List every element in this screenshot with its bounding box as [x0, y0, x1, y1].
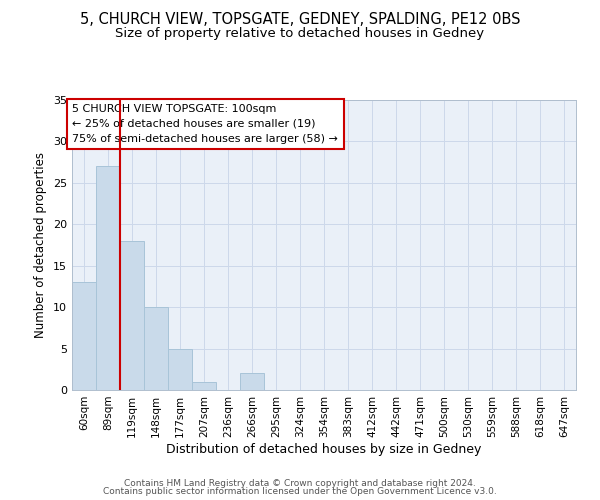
- Text: 5, CHURCH VIEW, TOPSGATE, GEDNEY, SPALDING, PE12 0BS: 5, CHURCH VIEW, TOPSGATE, GEDNEY, SPALDI…: [80, 12, 520, 28]
- Text: Contains public sector information licensed under the Open Government Licence v3: Contains public sector information licen…: [103, 487, 497, 496]
- X-axis label: Distribution of detached houses by size in Gedney: Distribution of detached houses by size …: [166, 442, 482, 456]
- Bar: [72, 282, 96, 390]
- Bar: [240, 374, 264, 390]
- Text: Contains HM Land Registry data © Crown copyright and database right 2024.: Contains HM Land Registry data © Crown c…: [124, 478, 476, 488]
- Text: 5 CHURCH VIEW TOPSGATE: 100sqm
← 25% of detached houses are smaller (19)
75% of : 5 CHURCH VIEW TOPSGATE: 100sqm ← 25% of …: [72, 104, 338, 144]
- Y-axis label: Number of detached properties: Number of detached properties: [34, 152, 47, 338]
- Text: Size of property relative to detached houses in Gedney: Size of property relative to detached ho…: [115, 28, 485, 40]
- Bar: [168, 348, 192, 390]
- Bar: [120, 241, 144, 390]
- Bar: [144, 307, 168, 390]
- Bar: [192, 382, 216, 390]
- Bar: [96, 166, 120, 390]
